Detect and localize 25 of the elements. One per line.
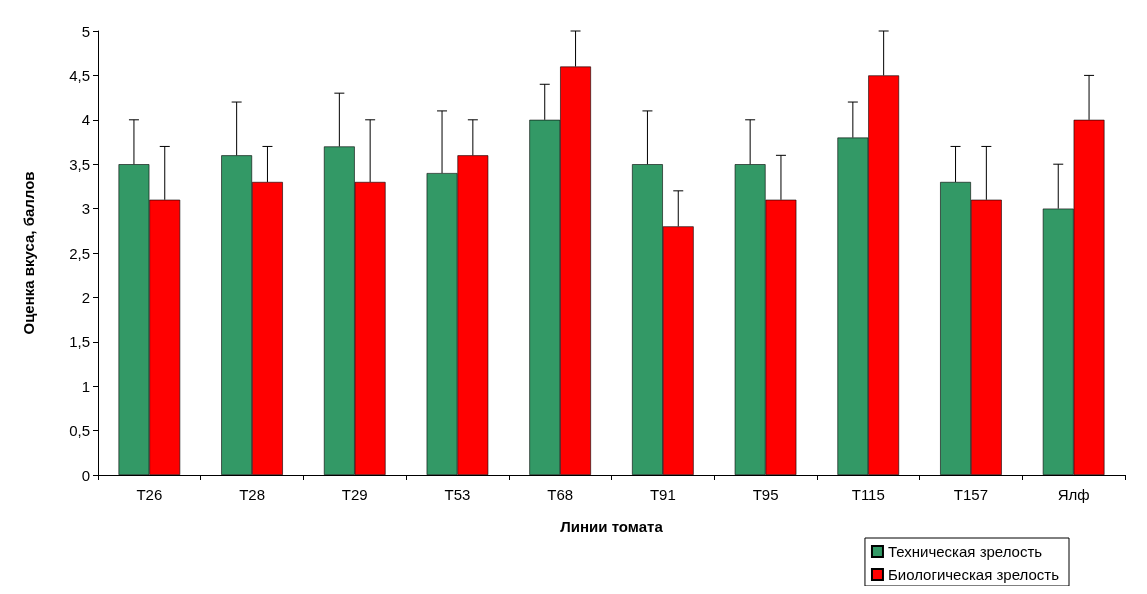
- x-tick-label: T115: [851, 486, 885, 503]
- legend-label: Биологическая зрелость: [887, 566, 1060, 583]
- y-tick-label: 2: [81, 288, 90, 306]
- legend-label: Техническая зрелость: [887, 543, 1043, 560]
- y-tick-label: 0,5: [69, 422, 90, 440]
- x-axis-title: Линии томата: [560, 518, 664, 535]
- y-tick-label: 3: [81, 200, 90, 218]
- x-tick-label: T26: [136, 486, 163, 503]
- x-tick-label: T68: [547, 486, 574, 503]
- y-tick-label: 5: [81, 22, 90, 40]
- x-tick-label: T28: [239, 486, 265, 503]
- x-tick-label: T53: [444, 486, 471, 503]
- y-tick-label: 4: [81, 111, 90, 129]
- y-axis-title: Оценка вкуса, баллов: [20, 171, 37, 335]
- y-tick-label: 4,5: [69, 66, 90, 84]
- y-tick-label: 1,5: [69, 333, 90, 351]
- x-tick-label: T91: [649, 486, 676, 503]
- y-tick-label: 0: [81, 466, 90, 484]
- x-tick-label: Ялф: [1057, 486, 1090, 503]
- x-tick-label: T95: [752, 486, 779, 503]
- y-tick-label: 2,5: [69, 244, 90, 262]
- y-tick-label: 3,5: [69, 155, 90, 173]
- x-tick-label: T157: [953, 486, 989, 503]
- y-tick-label: 1: [81, 377, 90, 395]
- x-tick-label: T29: [341, 486, 368, 503]
